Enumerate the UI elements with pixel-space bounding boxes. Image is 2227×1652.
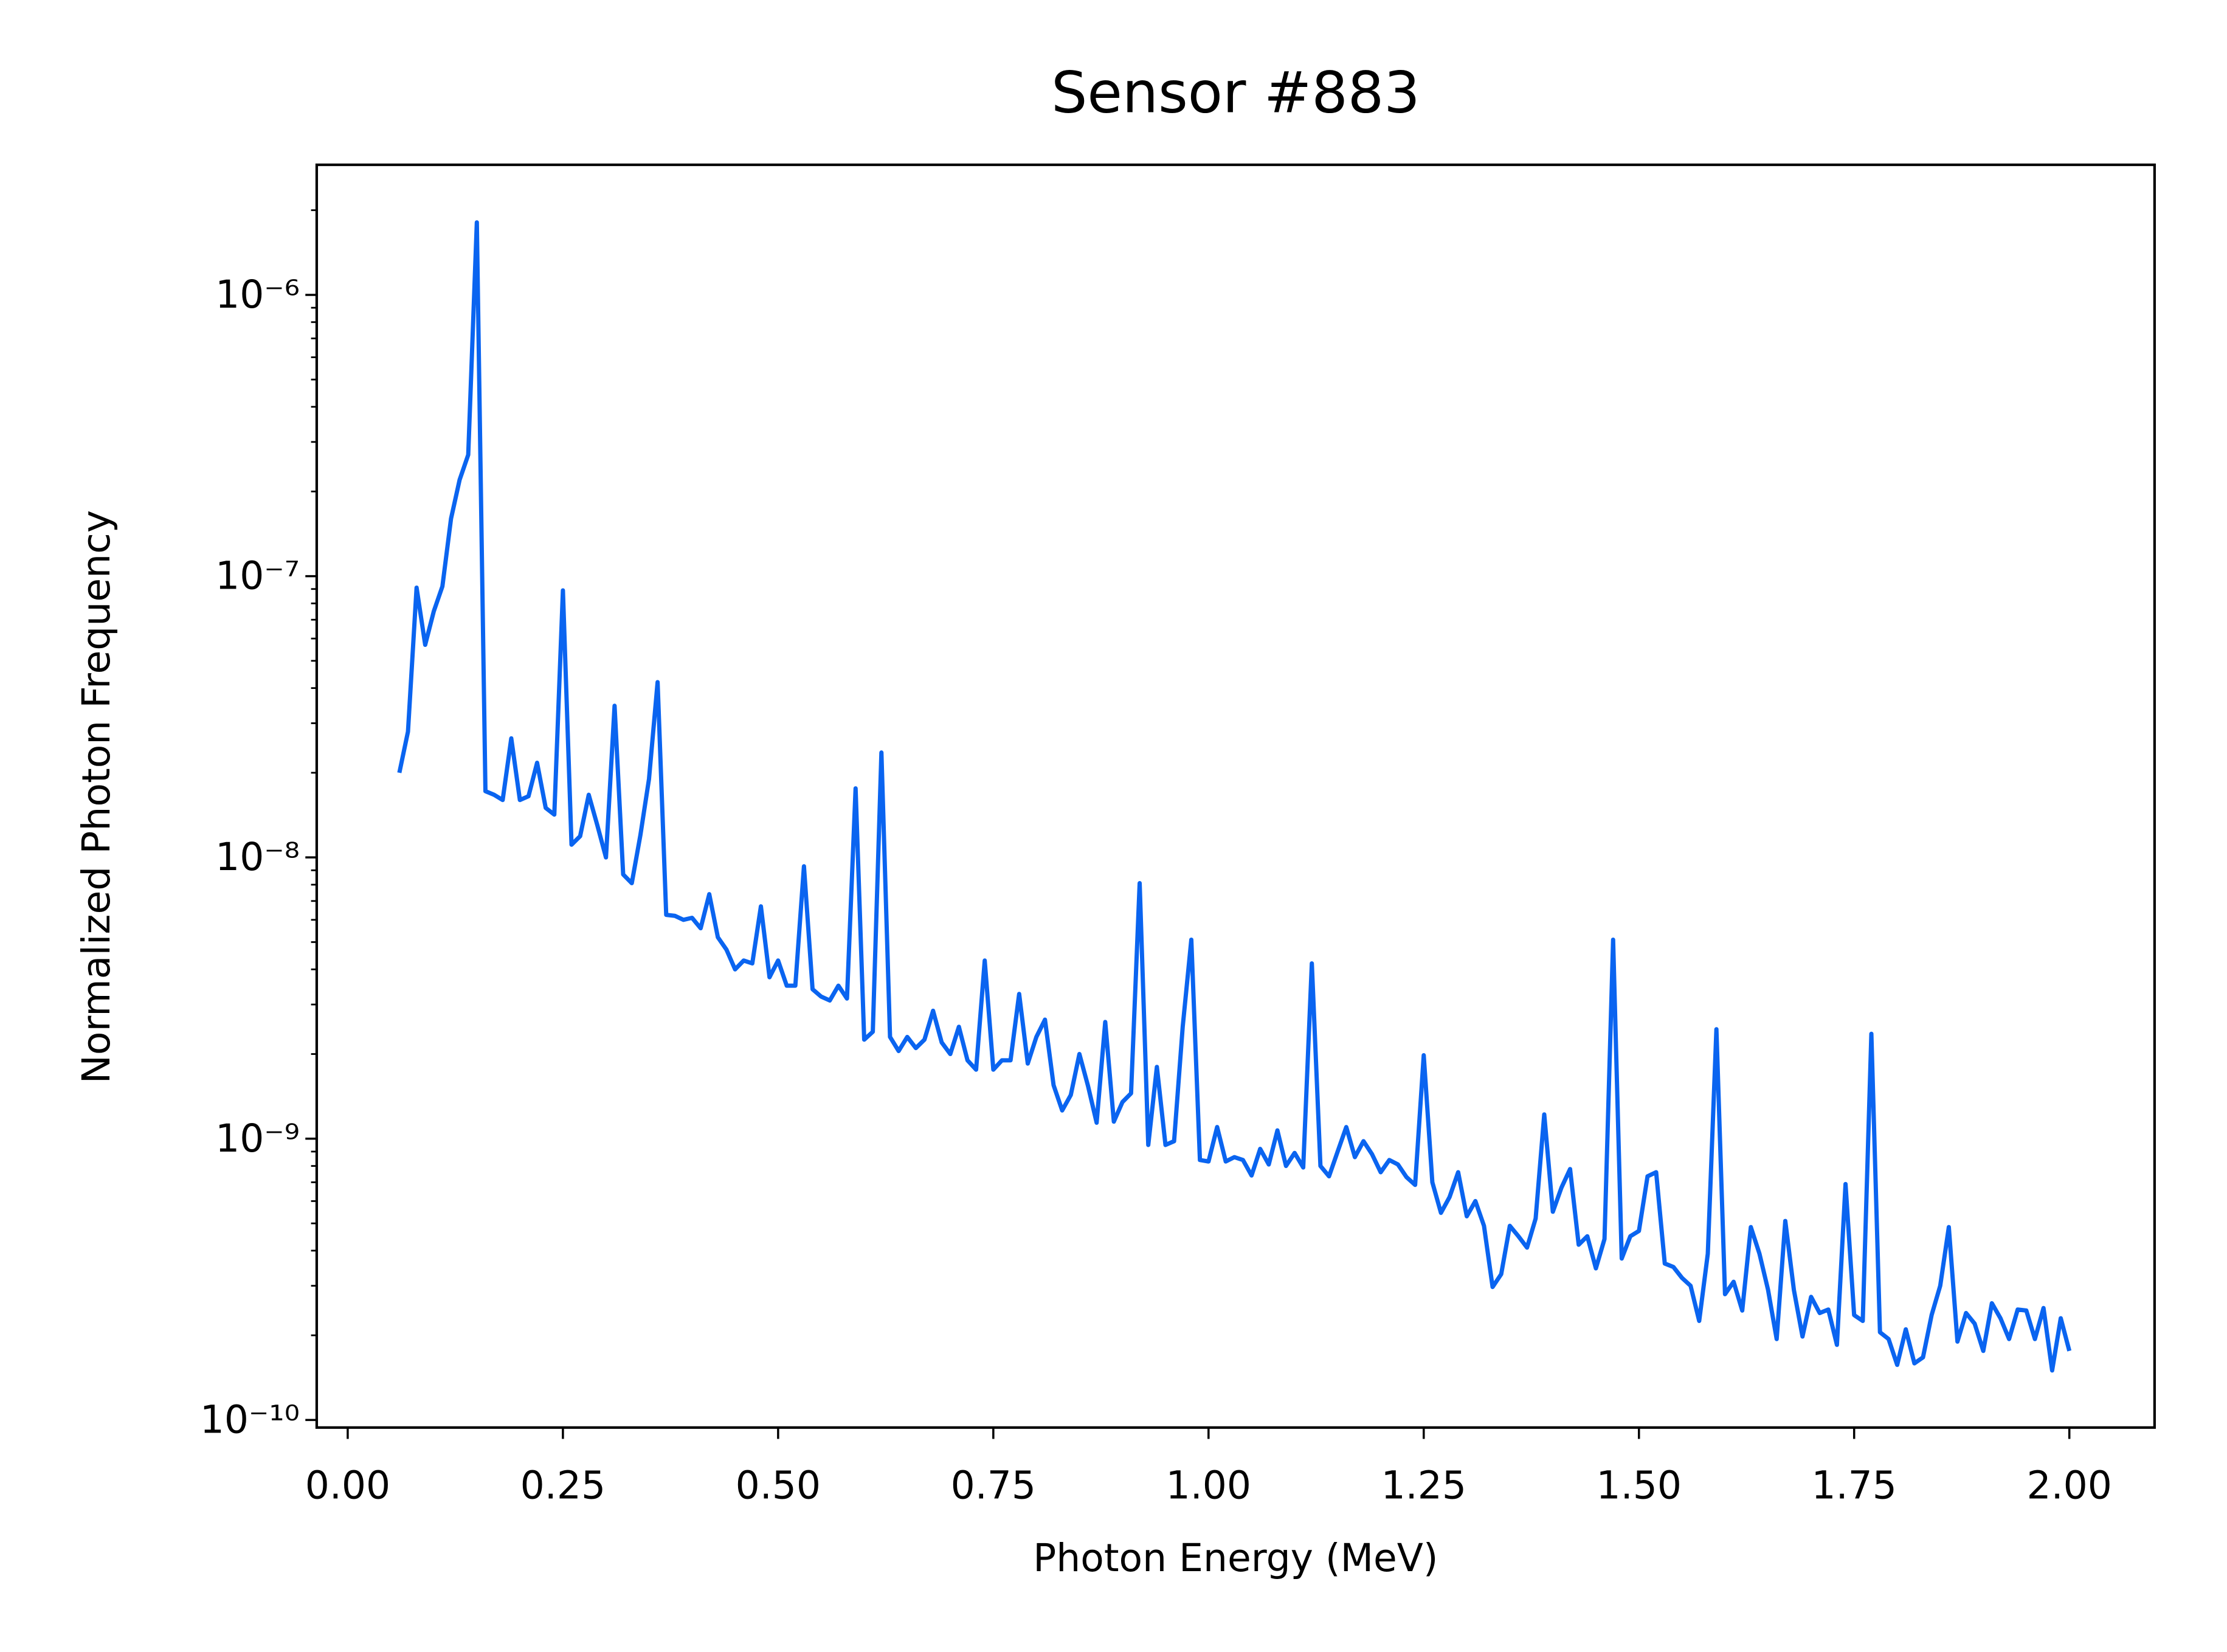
x-tick-label: 0.75 bbox=[951, 1463, 1036, 1508]
x-tick-label: 0.50 bbox=[736, 1463, 821, 1508]
y-tick-label: 10⁻⁹ bbox=[215, 1116, 300, 1161]
data-line bbox=[397, 220, 2072, 1373]
y-tick-label: 10⁻¹⁰ bbox=[200, 1397, 300, 1442]
x-tick-label: 2.00 bbox=[2026, 1463, 2111, 1508]
y-axis-label: Normalized Photon Frequency bbox=[74, 510, 119, 1083]
x-tick-label: 0.25 bbox=[520, 1463, 606, 1508]
x-tick-label: 1.00 bbox=[1166, 1463, 1251, 1508]
x-tick-label: 1.75 bbox=[1812, 1463, 1897, 1508]
x-axis-label: Photon Energy (MeV) bbox=[1033, 1535, 1438, 1580]
chart-title: Sensor #883 bbox=[1051, 60, 1420, 126]
x-tick-label: 1.50 bbox=[1597, 1463, 1682, 1508]
x-tick-label: 1.25 bbox=[1381, 1463, 1466, 1508]
plot-frame bbox=[315, 163, 2156, 1429]
y-tick-label: 10⁻⁶ bbox=[215, 272, 300, 317]
y-tick-label: 10⁻⁸ bbox=[215, 834, 300, 879]
y-tick-label: 10⁻⁷ bbox=[215, 553, 300, 598]
x-tick-label: 0.00 bbox=[305, 1463, 390, 1508]
